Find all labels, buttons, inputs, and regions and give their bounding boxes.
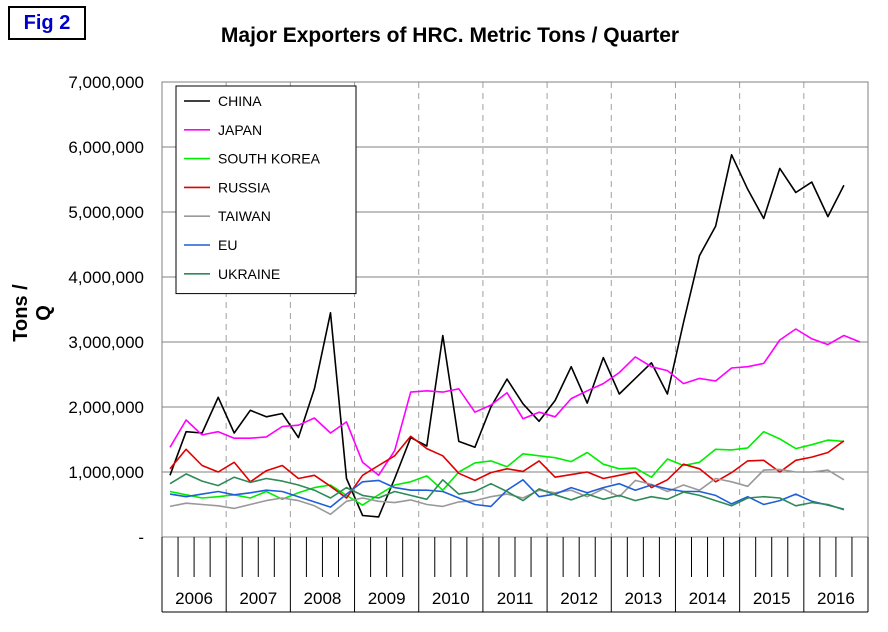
y-tick-label: 5,000,000 (68, 203, 144, 222)
y-tick-label: 3,000,000 (68, 333, 144, 352)
axes: - 1,000,000 2,000,000 3,000,000 4,000,000 5,0… (68, 73, 869, 613)
y-tick-label: - (138, 528, 144, 547)
x-year-label: 2011 (497, 589, 534, 608)
x-year-label: 2007 (239, 589, 277, 608)
x-year-label: 2010 (432, 589, 470, 608)
legend-label: RUSSIA (218, 179, 271, 195)
legend-label: UKRAINE (218, 266, 280, 282)
figure-label: Fig 2 (8, 6, 86, 40)
series-line-eu (169, 478, 845, 510)
x-year-label: 2008 (304, 589, 342, 608)
legend: CHINA JAPAN SOUTH KOREA RUSSIA TAIWAN EU UKRAI… (175, 85, 357, 295)
x-year-label: 2012 (560, 589, 598, 608)
y-tick-label: 2,000,000 (68, 398, 144, 417)
series-lines (169, 154, 861, 518)
series-line-taiwan (169, 468, 845, 516)
series-line-japan (169, 328, 861, 477)
x-year-label: 2006 (175, 589, 213, 608)
series-line-south-korea (169, 430, 844, 506)
y-tick-label: 7,000,000 (68, 73, 144, 92)
x-year-label: 2016 (817, 589, 855, 608)
x-year-label: 2014 (689, 589, 727, 608)
legend-label: CHINA (218, 93, 262, 109)
y-tick-label: 6,000,000 (68, 138, 144, 157)
x-year-label: 2009 (368, 589, 406, 608)
series-line-russia (169, 435, 845, 499)
chart-title: Major Exporters of HRC. Metric Tons / Qu… (220, 24, 680, 47)
y-tick-label: 4,000,000 (68, 268, 144, 287)
legend-label: TAIWAN (218, 208, 271, 224)
series-line-china (169, 154, 845, 518)
legend-box (175, 85, 357, 295)
legend-label: EU (218, 237, 237, 253)
legend-label: JAPAN (218, 122, 262, 138)
x-year-label: 2013 (624, 589, 662, 608)
series-line-ukraine (169, 473, 845, 511)
x-year-label: 2015 (753, 589, 791, 608)
legend-label: SOUTH KOREA (218, 151, 321, 167)
y-tick-label: 1,000,000 (68, 463, 144, 482)
